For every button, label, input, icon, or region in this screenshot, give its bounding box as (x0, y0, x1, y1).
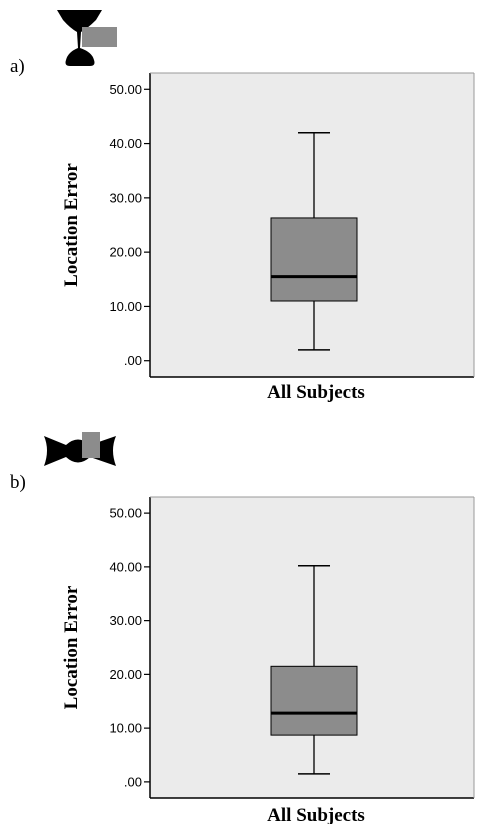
box-iqr (270, 217, 358, 302)
y-tick-label: 50.00 (109, 82, 142, 97)
boxplot-chart-a: .00 10.00 20.00 30.00 40.00 50.00 Location Err… (61, 72, 475, 403)
y-tick-label: 30.00 (109, 613, 142, 628)
plot-area (150, 497, 474, 798)
box-iqr (270, 665, 358, 736)
boxplot-chart-b: .00 10.00 20.00 30.00 40.00 50.00 Location Err… (61, 496, 475, 824)
bowtie-shape-with-grey-square-icon (44, 432, 116, 466)
y-tick-label: .00 (124, 774, 142, 789)
y-tick-label: 30.00 (109, 190, 142, 205)
y-tick-label: 10.00 (109, 721, 142, 736)
y-tick-label: 40.00 (109, 559, 142, 574)
y-tick-label: 20.00 (109, 667, 142, 682)
panel-label-b: b) (10, 472, 26, 493)
panel-a: a) .00 10.00 20.00 30.00 40.00 50.00 Location … (0, 0, 485, 410)
chalice-shape-with-grey-square-icon (57, 10, 117, 66)
y-tick-label: 10.00 (109, 299, 142, 314)
panel-b: b) .00 10.00 20.00 30.00 40.00 50.00 Location … (0, 410, 485, 824)
y-axis-title: Location Error (61, 163, 82, 287)
y-tick-label: 50.00 (109, 506, 142, 521)
y-tick-label: 20.00 (109, 245, 142, 260)
y-tick-label: .00 (124, 353, 142, 368)
x-axis-title: All Subjects (267, 805, 365, 824)
y-axis-title: Location Error (61, 585, 82, 709)
panel-label-a: a) (10, 56, 25, 77)
x-axis-title: All Subjects (267, 382, 365, 403)
y-tick-label: 40.00 (109, 136, 142, 151)
